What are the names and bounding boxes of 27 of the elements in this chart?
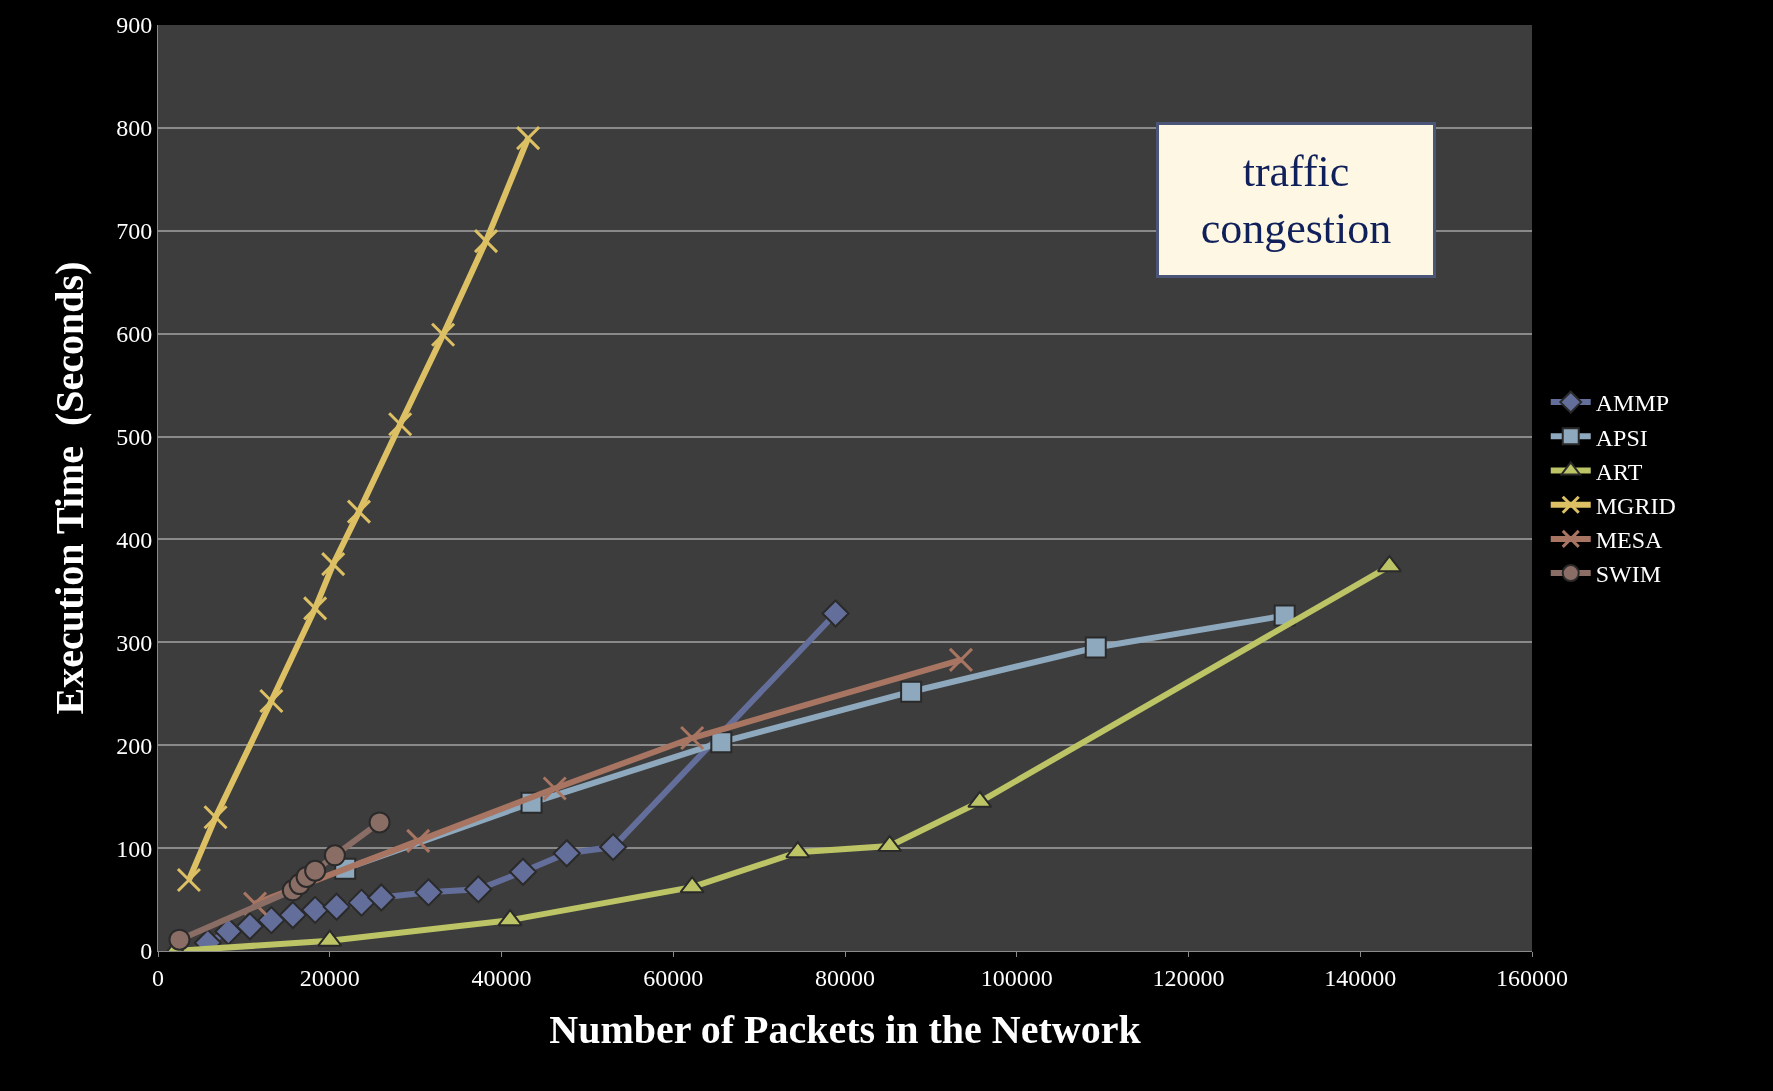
x-tick-label: 20000 [299,964,360,991]
y-tick-label: 500 [116,423,153,450]
legend-label: APSI [1595,424,1648,451]
legend-label: SWIM [1595,561,1662,588]
x-tick-label: 120000 [1152,964,1225,991]
y-tick-label: 600 [116,321,153,348]
y-tick-label: 800 [116,115,153,142]
y-tick-label: 100 [116,835,153,862]
y-tick-label: 700 [116,218,153,245]
x-tick-label: 40000 [471,964,532,991]
y-tick-label: 400 [116,526,153,553]
x-tick-label: 160000 [1496,964,1568,991]
x-tick-label: 60000 [643,964,704,991]
x-tick-label: 100000 [980,964,1053,991]
x-axis-title: Number of Packets in the Network [549,1007,1142,1053]
y-tick-label: 0 [140,938,153,965]
y-tick-label: 900 [116,12,153,39]
annotation: traffic congestion [1200,147,1392,254]
legend-label: MGRID [1595,493,1676,520]
legend-label: AMMP [1595,390,1670,417]
x-tick-label: 80000 [815,964,875,991]
y-axis-title: Execution Time (Seconds) [46,261,92,715]
x-tick-label: 140000 [1324,964,1397,991]
legend-label: ART [1595,458,1643,485]
y-tick-label: 300 [116,629,153,656]
y-tick-label: 200 [116,732,153,759]
legend-label: MESA [1595,527,1664,554]
